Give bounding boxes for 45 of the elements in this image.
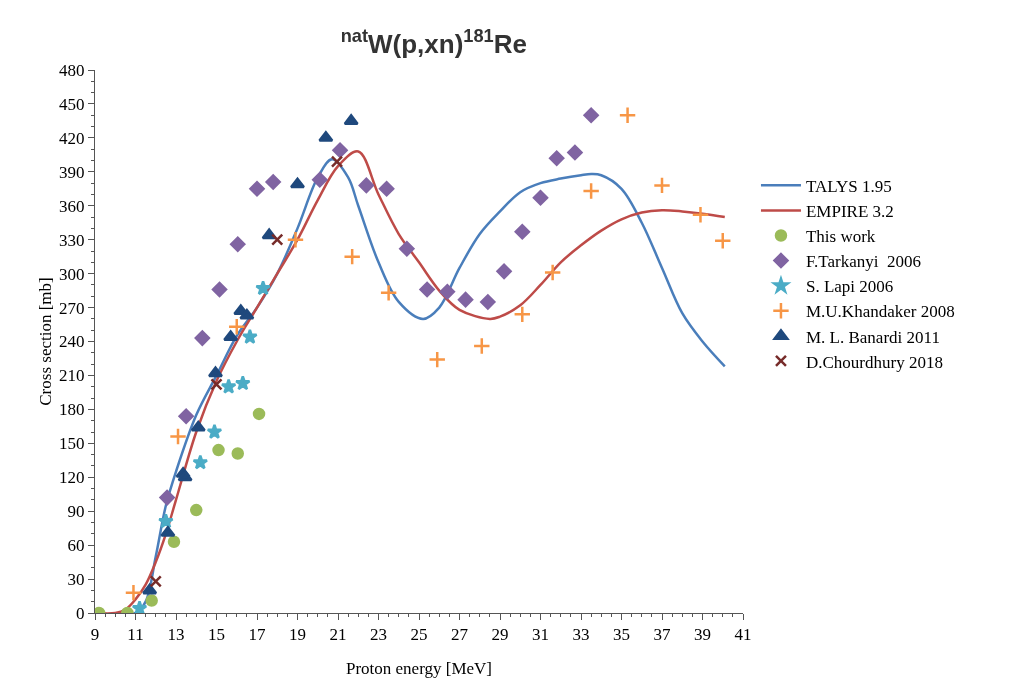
x-tick-label: 29 <box>491 625 509 645</box>
x-tick-label: 19 <box>289 625 306 645</box>
y-tick-label: 450 <box>59 94 85 114</box>
legend-label: F.Tarkanyi 2006 <box>805 252 921 272</box>
y-tick-label: 60 <box>67 536 85 556</box>
x-tick-label: 25 <box>410 625 428 645</box>
x-tick-label: 11 <box>127 625 144 645</box>
x-tick-label: 41 <box>734 625 752 645</box>
legend-label: EMPIRE 3.2 <box>805 202 894 222</box>
x-tick-label: 35 <box>613 625 630 645</box>
y-tick-label: 270 <box>59 298 85 318</box>
x-tick-label: 17 <box>248 625 266 645</box>
x-tick-label: 33 <box>572 625 590 645</box>
y-tick-label: 30 <box>67 570 85 590</box>
y-tick-label: 480 <box>59 60 85 80</box>
x-tick-label: 15 <box>208 625 225 645</box>
y-tick-label: 120 <box>59 468 85 488</box>
y-tick-label: 330 <box>59 230 85 250</box>
x-axis-title: Proton energy [MeV] <box>345 659 493 678</box>
x-tick-label: 9 <box>90 625 100 645</box>
x-tick-label: 21 <box>329 625 347 645</box>
y-tick-label: 300 <box>59 264 85 284</box>
x-tick-label: 31 <box>532 625 549 645</box>
y-tick-label: 90 <box>67 502 85 522</box>
legend-label: S. Lapi 2006 <box>805 277 894 297</box>
x-tick-label: 39 <box>694 625 711 645</box>
legend-label: This work <box>805 227 876 247</box>
x-tick-label: 27 <box>451 625 469 645</box>
y-axis-title: Cross section [mb] <box>36 277 55 406</box>
legend-label: TALYS 1.95 <box>805 176 892 196</box>
y-tick-label: 210 <box>59 366 85 386</box>
x-tick-label: 13 <box>167 625 185 645</box>
y-tick-label: 420 <box>59 128 85 148</box>
chart-title: $^{nat}$W(p,xn)$^{181}$Re <box>340 25 527 59</box>
y-tick-label: 240 <box>59 332 85 352</box>
y-tick-label: 0 <box>76 603 85 623</box>
x-tick-label: 37 <box>653 625 671 645</box>
legend-label: M.U.Khandaker 2008 <box>805 302 955 322</box>
y-tick-label: 390 <box>59 162 85 182</box>
y-tick-label: 150 <box>59 434 85 454</box>
x-tick-label: 23 <box>370 625 387 645</box>
y-tick-label: 360 <box>59 196 85 216</box>
legend-label: M. L. Banardi 2011 <box>805 327 940 347</box>
legend-label: D.Chourdhury 2018 <box>805 352 943 372</box>
y-tick-label: 180 <box>59 400 85 420</box>
